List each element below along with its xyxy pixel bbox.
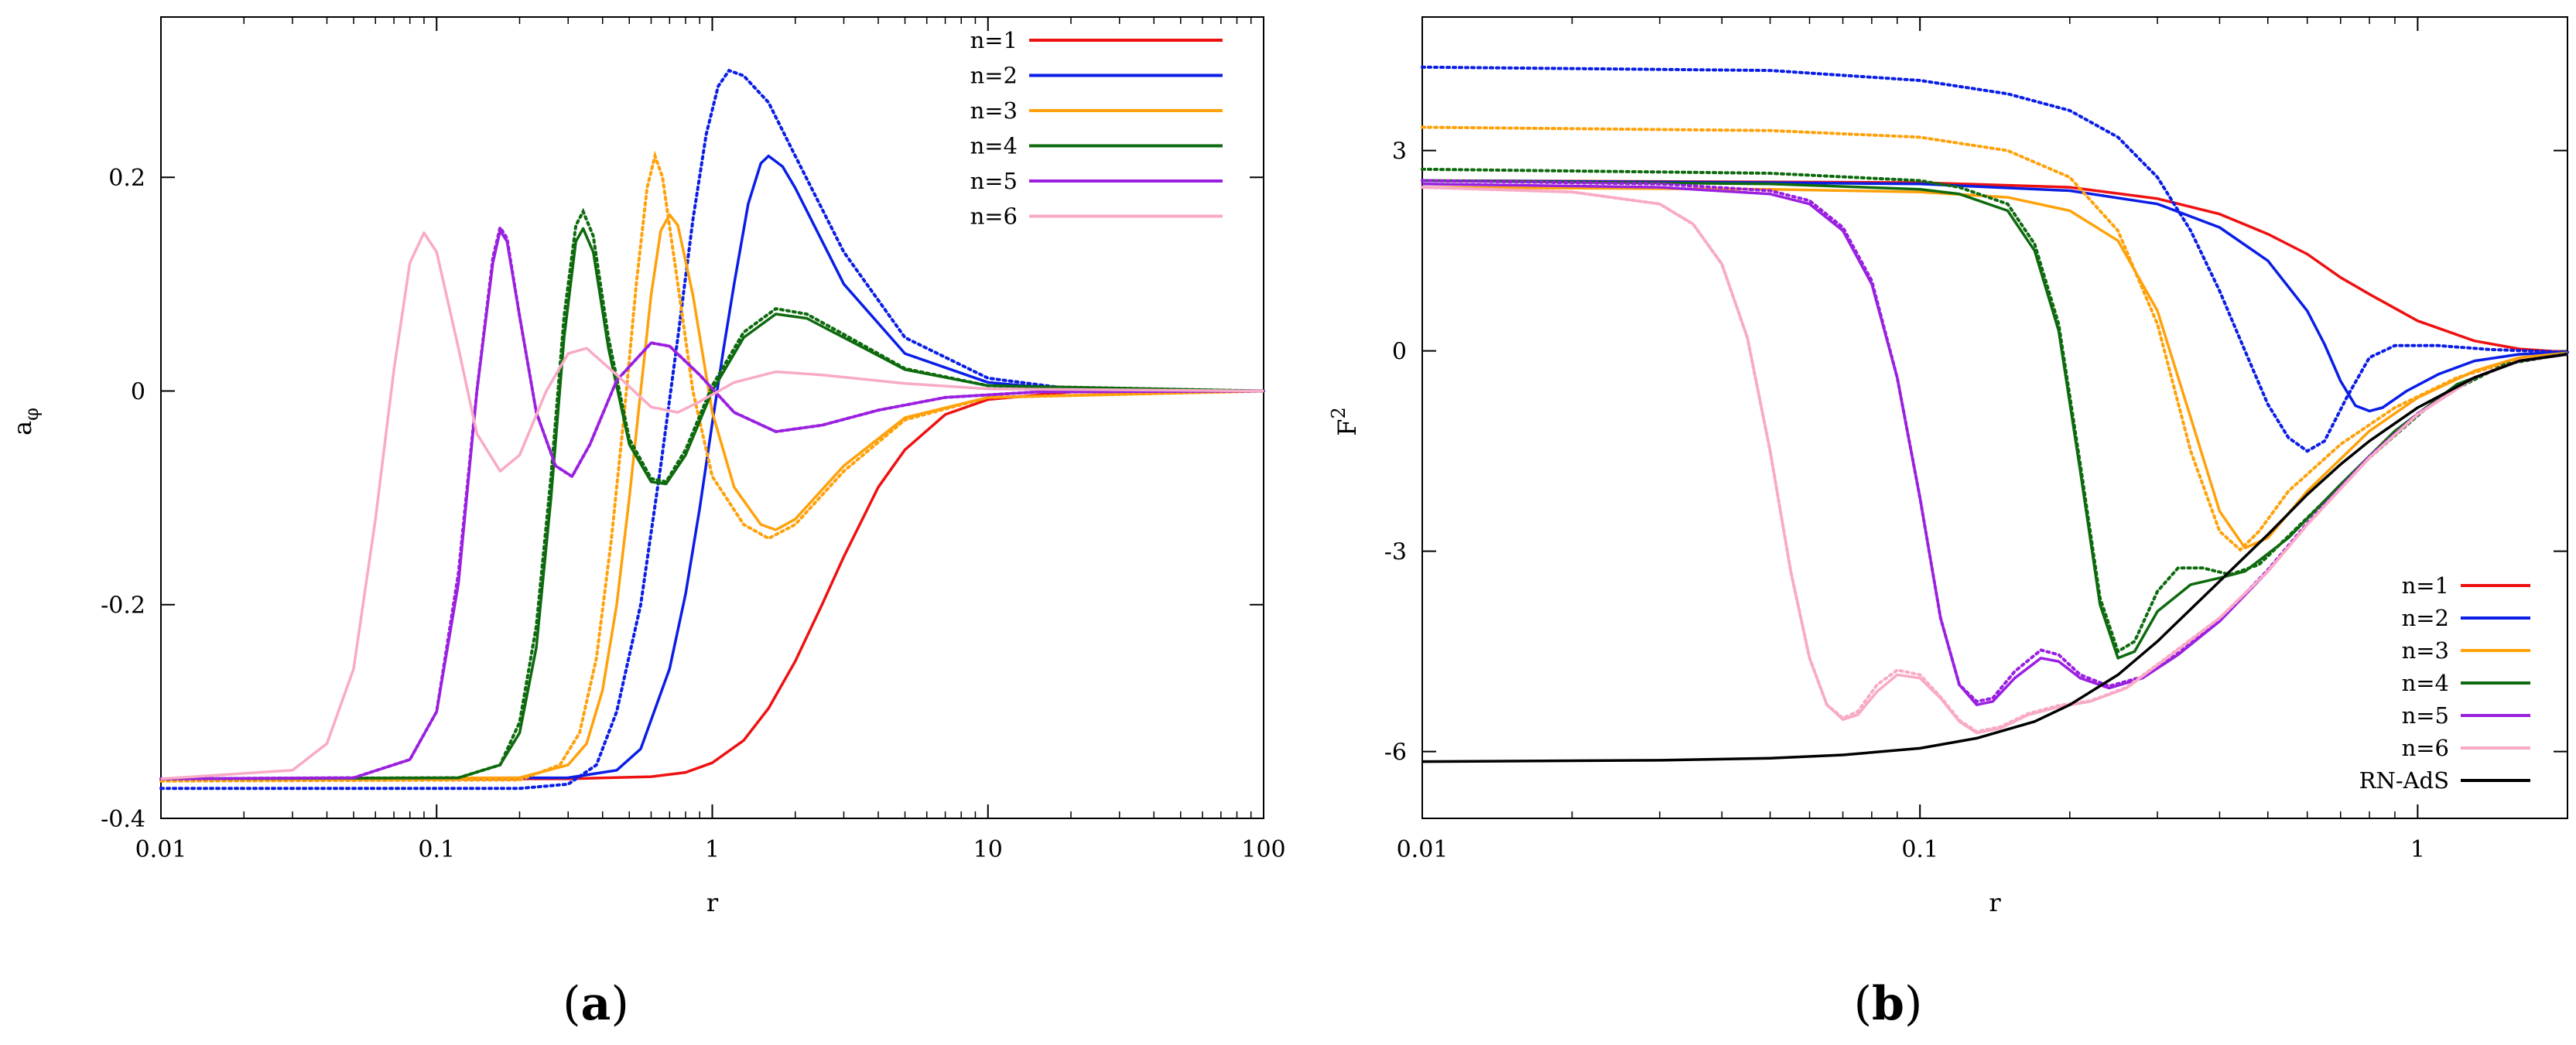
panel-label-close: ) — [611, 977, 628, 1031]
legend-label: n=6 — [970, 203, 1018, 230]
y-axis-label: F2 — [1328, 407, 1362, 435]
x-tick-label: 0.1 — [1901, 836, 1938, 863]
x-tick-label: 100 — [1241, 836, 1285, 863]
series-dotted-n-5 — [159, 224, 1265, 780]
panel-label-letter: b — [1872, 977, 1904, 1031]
series-solid-n-4 — [160, 227, 1264, 780]
series-dotted-n-3 — [1421, 125, 2569, 552]
legend-label: n=1 — [970, 27, 1018, 53]
series-dotted-n-4 — [1421, 167, 2569, 654]
series-solid-n-6 — [160, 231, 1264, 780]
x-tick-label: 10 — [973, 836, 1003, 863]
series-dotted-n-5 — [1421, 179, 2569, 704]
legend-label: n=2 — [2402, 605, 2449, 631]
y-axis-label-sup: 2 — [1328, 407, 1350, 418]
x-tick-label: 1 — [2410, 836, 2425, 863]
x-tick-label: 0.01 — [135, 836, 187, 863]
panel-label-open: ( — [563, 977, 580, 1031]
plot-frame — [1421, 16, 2568, 819]
series-dotted-n-2 — [1421, 65, 2569, 453]
x-tick-label: 0.01 — [1397, 836, 1449, 863]
series-solid-n-3 — [1421, 186, 2568, 550]
y-tick-label: 3 — [1392, 138, 1407, 166]
legend-label: n=5 — [2402, 702, 2449, 729]
legend-label: n=3 — [970, 97, 1018, 124]
series-solid-n-3 — [160, 213, 1264, 780]
series-solid-n-2 — [1421, 179, 2568, 413]
series-solid-n-1 — [1421, 179, 2568, 354]
x-tick-label: 1 — [705, 836, 720, 863]
panel-label-close: ) — [1904, 977, 1922, 1031]
series-solid-n-2 — [160, 154, 1264, 780]
y-tick-label: 0 — [1392, 339, 1407, 366]
series-dotted-n-4 — [159, 207, 1265, 780]
series-dotted-n-6 — [1421, 186, 2569, 733]
chart-panel-b: 0.01 0.1 1 -6 -3 0 3 r F2 n=1 n=2 n=3 n=4 n=5 n=6 RN-Ad… — [1328, 16, 2569, 1031]
legend-label: n=1 — [2402, 572, 2449, 599]
x-axis-label: r — [1989, 888, 2001, 917]
panel-label-letter: a — [581, 977, 611, 1031]
series-solid-n-5 — [160, 229, 1264, 780]
series-solid-n-6 — [1421, 186, 2568, 735]
legend-label: n=5 — [970, 168, 1018, 194]
y-tick-label: -3 — [1384, 539, 1407, 566]
panel-label-open: ( — [1854, 977, 1872, 1031]
x-tick-label: 0.1 — [418, 836, 455, 863]
x-axis-label: r — [706, 888, 719, 917]
legend-label: n=4 — [2402, 670, 2449, 696]
y-tick-label: 0 — [131, 378, 145, 405]
series-dotted-n-2 — [159, 68, 1265, 791]
y-tick-label: -0.4 — [101, 806, 145, 833]
series-dotted-n-3 — [159, 150, 1265, 783]
y-axis-label-sub: φ — [21, 408, 43, 421]
legend-label: n=6 — [2402, 735, 2449, 761]
y-tick-label: 0.2 — [108, 165, 145, 192]
series-solid-n-5 — [1421, 183, 2568, 706]
series-solid-n-4 — [1421, 179, 2568, 660]
legend-label: n=3 — [2402, 637, 2449, 664]
legend-label: RN-AdS — [2359, 767, 2449, 794]
series-solid-rn-ads — [1421, 353, 2568, 763]
panel-label: (b) — [1854, 977, 1923, 1031]
legend-label: n=4 — [970, 133, 1018, 159]
y-axis-label-base: F — [1332, 419, 1362, 436]
y-axis-label: aφ — [8, 408, 43, 435]
y-axis-label-base: a — [8, 421, 37, 435]
y-tick-label: -0.2 — [101, 593, 145, 620]
panel-label: (a) — [563, 977, 629, 1031]
y-tick-label: -6 — [1384, 739, 1407, 767]
legend-label: n=2 — [970, 63, 1018, 89]
chart-panel-a: 0.01 0.1 1 10 100-0.4-0.200.2raφn=1n=2n=3n=4… — [8, 16, 1286, 1031]
series-solid-n-1 — [161, 389, 1264, 780]
